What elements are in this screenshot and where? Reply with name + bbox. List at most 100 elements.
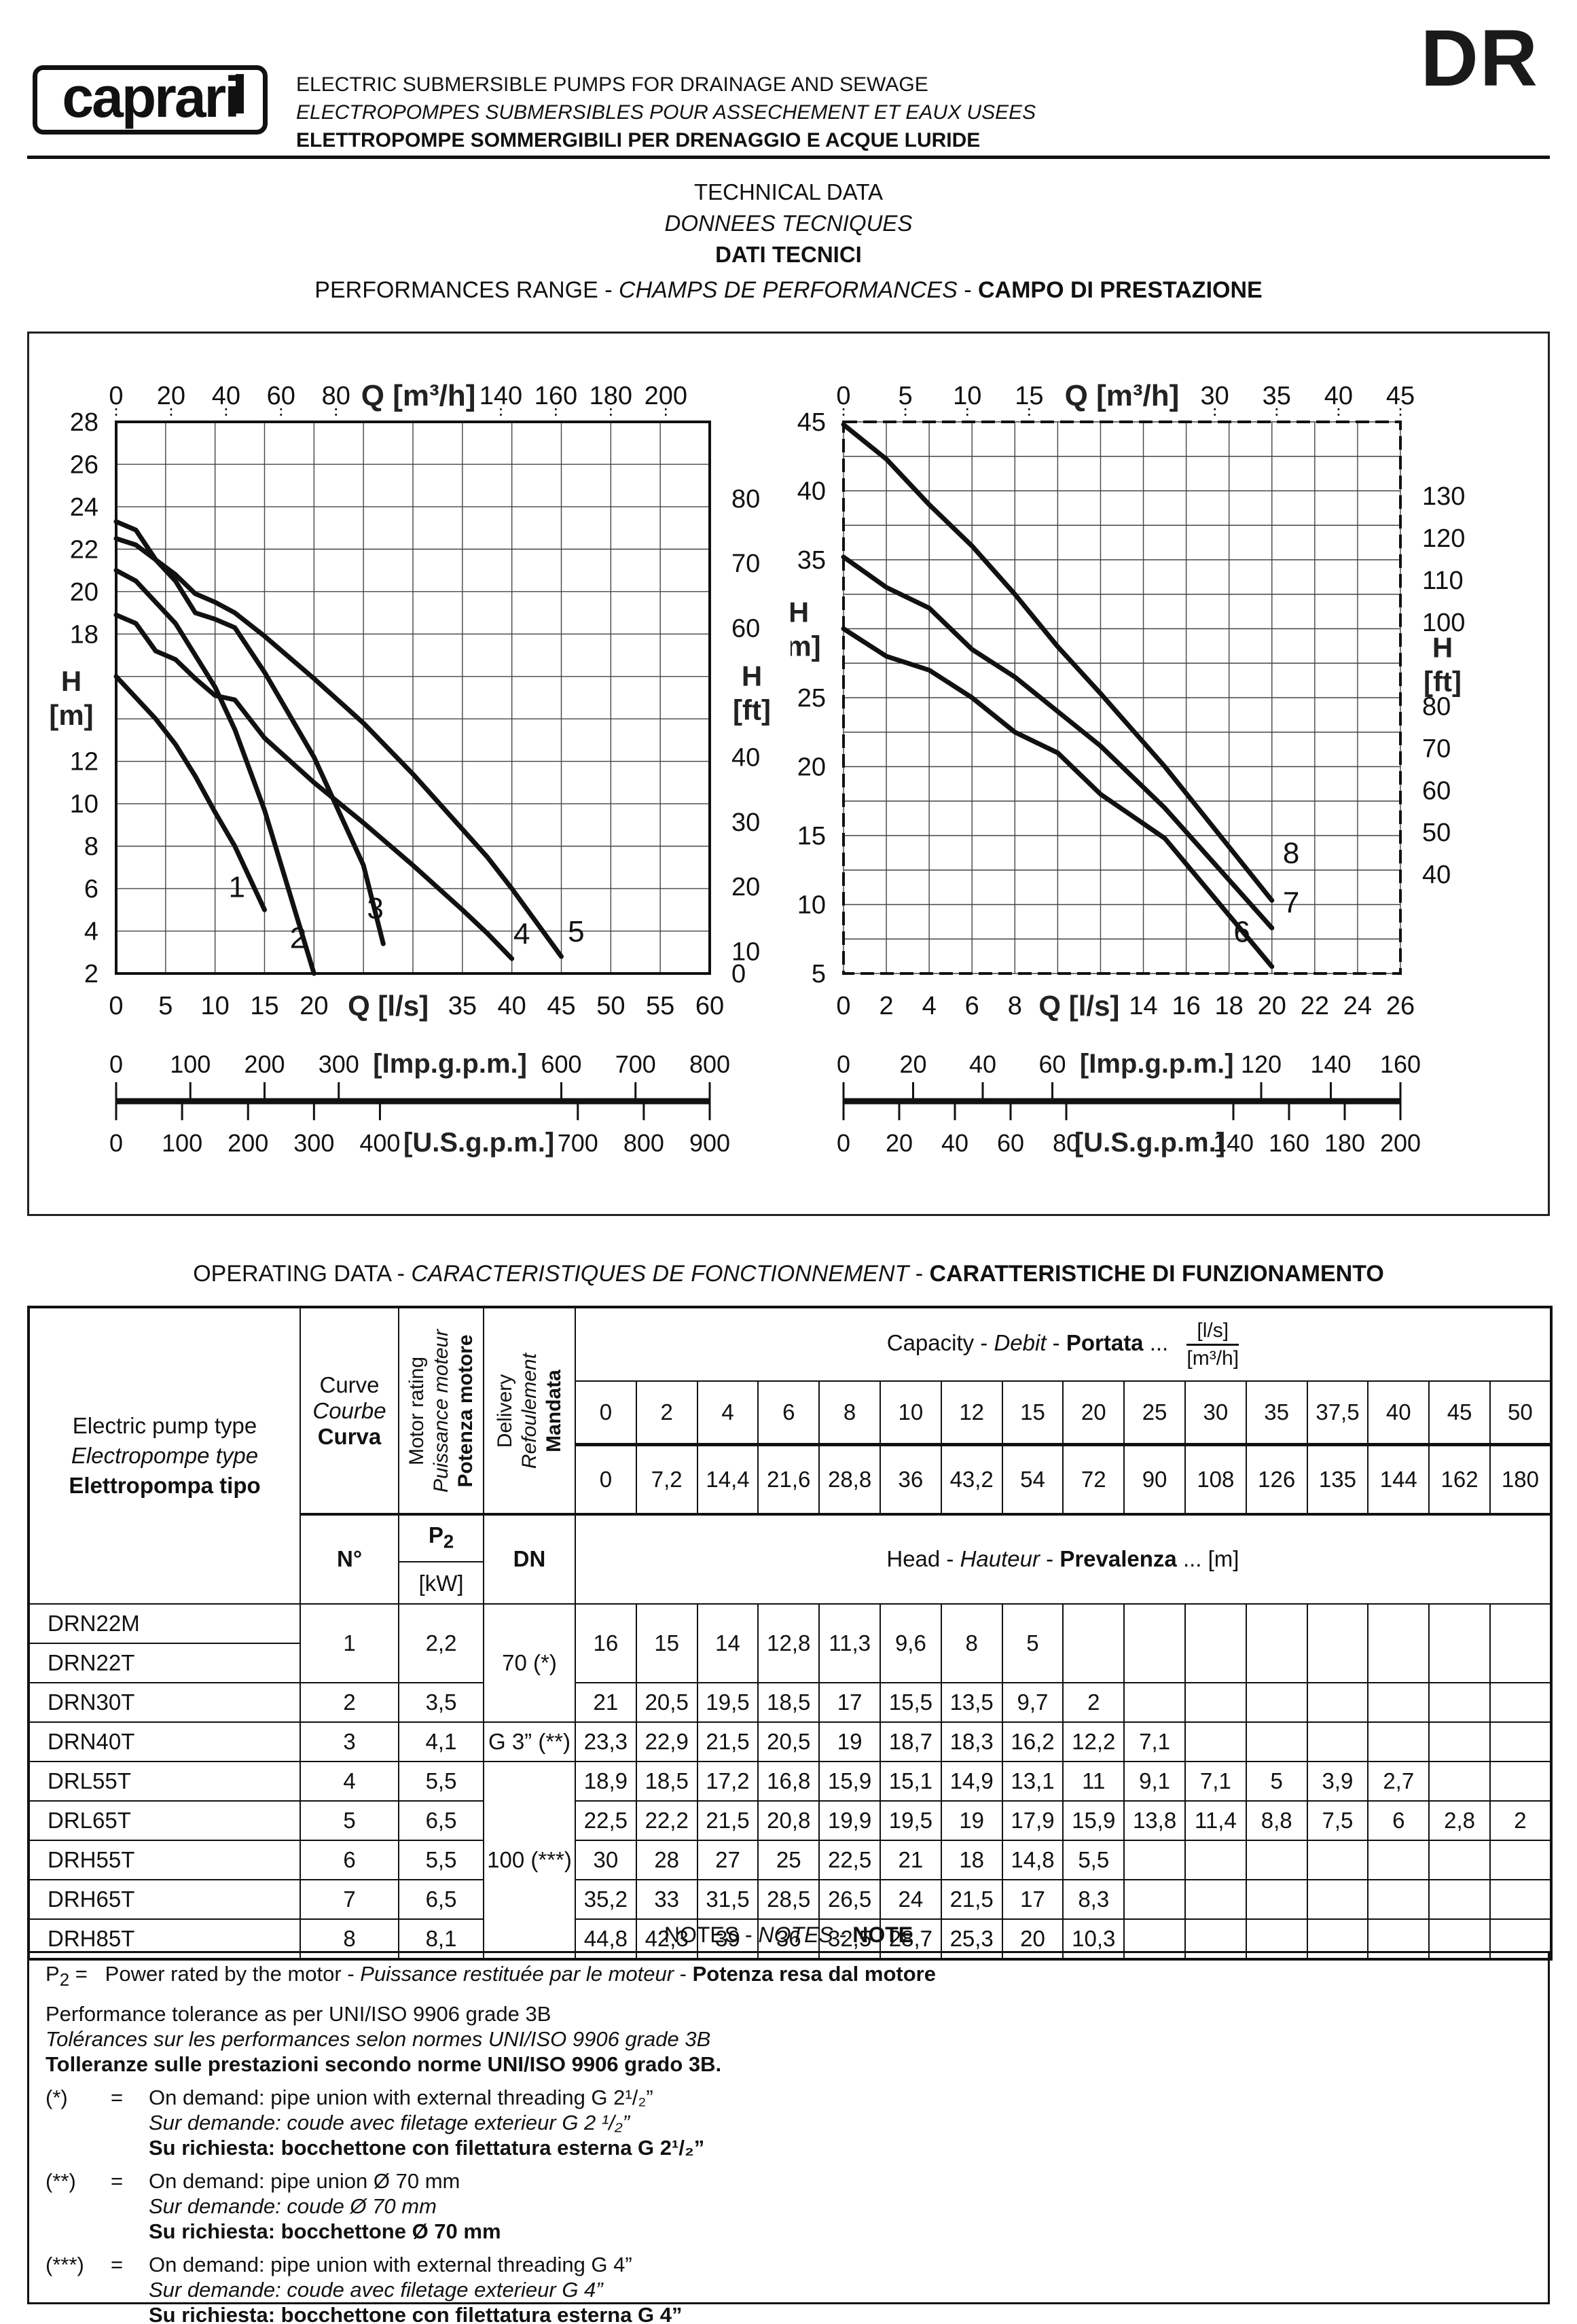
capacity-ls-value: 25 (1123, 1380, 1186, 1446)
y-tick-label: 22 (70, 535, 98, 564)
us-tick-label: 40 (941, 1129, 968, 1157)
x-tick-label: 24 (1343, 992, 1372, 1020)
pump-row-DRN40T: DRN40T 3 4,1 G 3” (**) 23,3 22,9 21,5 20,5 19 18,… (28, 1721, 1552, 1762)
note-p2: P2 = Power rated by the motor - Puissanc… (46, 1962, 936, 1990)
capacity-ls-value: 15 (1001, 1380, 1064, 1446)
capacity-m3h-value: 144 (1367, 1444, 1430, 1515)
pump-curve-4 (113, 612, 515, 961)
head-header: Head - Hauteur - Prevalenza ... [m] (575, 1513, 1552, 1605)
p2-kw: 5,5 (398, 1839, 484, 1880)
head-value (1245, 1839, 1308, 1880)
us-tick-label: 140 (1213, 1129, 1254, 1157)
y-tick-label: 12 (70, 748, 98, 776)
x2-tick-label: 200 (645, 382, 687, 410)
x-tick-label: 26 (1386, 992, 1415, 1020)
head-value: 11 (1062, 1760, 1125, 1802)
head-value (1489, 1839, 1552, 1880)
imp-tick-label: 800 (689, 1050, 730, 1078)
caprari-logo: caprari (33, 65, 268, 135)
x-tick-label: 5 (158, 992, 173, 1020)
capacity-m3h-value: 135 (1306, 1444, 1369, 1515)
us-tick-label: 200 (1380, 1129, 1421, 1157)
head-value (1306, 1721, 1369, 1762)
y-tick-label: 20 (70, 578, 98, 607)
x2-tick-label: 45 (1386, 382, 1415, 410)
x2-tick-label: 140 (479, 382, 522, 410)
capacity-units-fraction: [l/s] [m³/h] (1186, 1319, 1239, 1370)
curve-label-4: 4 (513, 917, 530, 950)
head-value: 21 (879, 1839, 942, 1880)
head-value: 24 (879, 1878, 942, 1920)
head-value (1306, 1681, 1369, 1723)
head-value: 2,7 (1367, 1760, 1430, 1802)
head-value: 19 (818, 1721, 881, 1762)
us-tick-label: 100 (162, 1129, 202, 1157)
y-axis-unit: [m] (791, 630, 821, 662)
y-tick-label: 18 (70, 620, 98, 649)
x2-tick-label: 80 (322, 382, 350, 410)
x2-tick-label: 40 (212, 382, 240, 410)
dn-value: 70 (*) (483, 1603, 576, 1723)
pump-curve-8 (841, 422, 1275, 903)
p2-kw: 4,1 (398, 1721, 484, 1762)
head-value (1184, 1721, 1247, 1762)
technical-data-it: DATI TECNICI (715, 242, 862, 267)
head-value: 15,9 (1062, 1800, 1125, 1841)
col-header-p2: P2 [kW] (398, 1513, 484, 1605)
imp-tick-label: 160 (1380, 1050, 1421, 1078)
capacity-m3h-row: 0 7,2 14,4 21,6 28,8 36 43,2 54 72 90 108 126 135 144… (29, 1444, 1552, 1515)
head-value: 27 (696, 1839, 759, 1880)
head-value (1306, 1603, 1369, 1683)
head-value (1489, 1878, 1552, 1920)
capacity-ls-value: 45 (1428, 1380, 1491, 1446)
head-value: 25 (757, 1839, 820, 1880)
us-tick-label: 180 (1324, 1129, 1365, 1157)
capacity-m3h-value: 7,2 (635, 1444, 698, 1515)
head-value: 7,1 (1184, 1760, 1247, 1802)
head-value (1245, 1603, 1308, 1683)
head-value: 33 (635, 1878, 698, 1920)
head-value: 14 (696, 1603, 759, 1683)
head-value: 19 (940, 1800, 1003, 1841)
us-tick-label: 0 (837, 1129, 850, 1157)
head-value: 15 (635, 1603, 698, 1683)
head-value (1367, 1878, 1430, 1920)
pump-type: DRN40T (28, 1721, 301, 1762)
curve-number: 4 (300, 1760, 399, 1802)
technical-data-title: TECHNICAL DATA DONNEES TECNIQUES DATI TE… (0, 177, 1577, 270)
head-value (1306, 1878, 1369, 1920)
capacity-m3h-value: 162 (1428, 1444, 1491, 1515)
us-tick-label: 0 (109, 1129, 123, 1157)
curve-label-5: 5 (568, 915, 584, 948)
head-value: 28,5 (757, 1878, 820, 1920)
x-tick-label: 35 (448, 992, 477, 1020)
y-tick-label: 26 (70, 450, 98, 479)
y-tick-label: 6 (84, 875, 98, 904)
head-value: 12,8 (757, 1603, 820, 1683)
us-tick-label: 200 (228, 1129, 268, 1157)
x2-tick-label: 15 (1015, 382, 1043, 410)
imp-tick-label: 700 (615, 1050, 656, 1078)
y-axis-unit: H (791, 596, 809, 628)
x-axis-unit: Q [l/s] (348, 990, 429, 1022)
col-header-pump-type: Electric pump type Electropompe type Ele… (28, 1306, 301, 1605)
y2-tick-label: 0 (731, 960, 746, 988)
head-value: 15,9 (818, 1760, 881, 1802)
p2-kw: 6,5 (398, 1878, 484, 1920)
head-value (1428, 1878, 1491, 1920)
head-value (1184, 1681, 1247, 1723)
head-value: 19,9 (818, 1800, 881, 1841)
head-value: 15,1 (879, 1760, 942, 1802)
performance-chart-low-head: 28262422201812108642H[m]807060403020100H… (49, 379, 771, 1158)
curve-label-2: 2 (290, 922, 306, 955)
capacity-ls-value: 6 (757, 1380, 820, 1446)
y2-tick-label: 50 (1422, 819, 1451, 847)
capacity-ls-value: 0 (575, 1380, 637, 1446)
caprari-logo-text: caprari (62, 65, 240, 129)
head-value: 5,5 (1062, 1839, 1125, 1880)
head-value (1367, 1603, 1430, 1683)
head-value (1306, 1839, 1369, 1880)
pump-type: DRN22T (28, 1642, 301, 1683)
capacity-ls-value: 10 (879, 1380, 942, 1446)
x-tick-label: 40 (498, 992, 526, 1020)
